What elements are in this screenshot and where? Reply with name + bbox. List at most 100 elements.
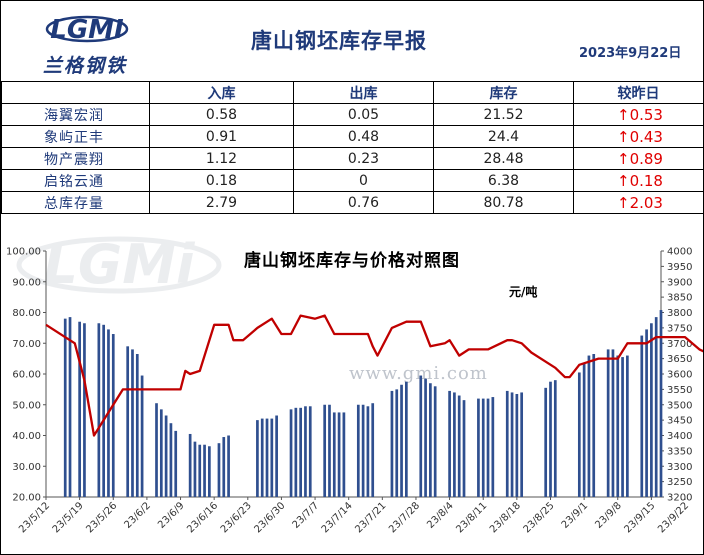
inventory-bar <box>256 420 259 497</box>
x-axis-tick-label: 23/8/4 <box>425 500 456 531</box>
x-axis-tick-label: 23/5/26 <box>84 500 119 535</box>
x-axis-tick-label: 23/7/28 <box>387 500 422 535</box>
stock-value: 28.48 <box>433 147 574 170</box>
watermark-text: LGMi <box>44 233 196 296</box>
left-axis-tick-label: 80.00 <box>12 308 41 319</box>
inventory-bar <box>193 441 197 497</box>
inbound-value: 2.79 <box>149 191 294 214</box>
inventory-bar <box>491 397 495 497</box>
inventory-bar <box>337 412 341 497</box>
change-value: ↑2.03 <box>573 191 704 214</box>
right-axis-tick-label: 3350 <box>667 446 692 457</box>
watermark-url: www.gmi.com <box>349 363 488 384</box>
inventory-bar <box>621 357 624 497</box>
inventory-bar <box>169 423 173 497</box>
stock-value: 21.52 <box>433 103 574 126</box>
inventory-bar <box>260 418 264 497</box>
x-axis-tick-label: 23/8/11 <box>454 500 489 535</box>
right-axis-tick-label: 3700 <box>667 339 692 350</box>
right-axis-tick-label: 3400 <box>667 431 692 442</box>
right-axis-tick-label: 3550 <box>667 385 692 396</box>
left-axis-tick-label: 70.00 <box>12 339 41 350</box>
inventory-bar <box>304 406 307 497</box>
left-axis-tick-label: 60.00 <box>12 370 41 381</box>
right-axis-tick-label: 3750 <box>667 323 692 334</box>
x-axis-tick-label: 23/9/1 <box>560 500 591 531</box>
x-axis-tick-label: 23/7/21 <box>353 500 388 535</box>
right-axis-tick-label: 3200 <box>667 493 692 504</box>
inventory-bar <box>654 317 658 497</box>
right-axis-tick-label: 3850 <box>667 293 692 304</box>
inbound-value: 1.12 <box>149 147 294 170</box>
inventory-bar <box>270 418 274 497</box>
right-axis-tick-label: 3600 <box>667 370 692 381</box>
inventory-bar <box>332 412 336 497</box>
inventory-bar <box>78 321 81 497</box>
column-header: 入库 <box>149 81 294 104</box>
outbound-value: 0.76 <box>293 191 434 214</box>
inventory-bar <box>405 381 408 497</box>
inbound-value: 0.58 <box>149 103 294 126</box>
inventory-bar <box>222 437 226 497</box>
inventory-bar <box>424 378 427 497</box>
inventory-bar <box>68 317 72 497</box>
report-date: 2023年9月22日 <box>579 46 682 61</box>
outbound-value: 0.05 <box>293 103 434 126</box>
inventory-bar <box>361 404 365 497</box>
right-axis-tick-label: 3450 <box>667 416 692 427</box>
right-axis-tick-label: 3950 <box>667 262 692 273</box>
inventory-bar <box>227 435 230 497</box>
inventory-bar <box>481 398 485 497</box>
inventory-bar <box>429 383 432 497</box>
warehouse-name: 象屿正丰 <box>1 125 150 148</box>
inventory-bar <box>203 444 206 497</box>
inventory-bar <box>645 329 648 497</box>
inventory-bar <box>611 349 615 497</box>
inventory-bar <box>515 393 519 497</box>
lgmi-logo-mark: LGMI <box>45 15 129 45</box>
inventory-bar <box>135 354 139 497</box>
x-axis-tick-label: 23/6/23 <box>219 500 254 535</box>
stock-value: 24.4 <box>433 125 574 148</box>
column-header: 库存 <box>433 81 574 104</box>
x-axis-tick-label: 23/5/12 <box>17 500 52 535</box>
inventory-bar <box>577 372 581 497</box>
inventory-bar <box>477 398 480 497</box>
inbound-value: 0.91 <box>149 125 294 148</box>
report-header: LGMI 兰格钢铁 唐山钢坯库存早报 2023年9月22日 <box>1 1 703 82</box>
inventory-bar <box>174 430 178 497</box>
inventory-bar <box>520 392 524 497</box>
left-axis-tick-label: 100.00 <box>6 247 41 258</box>
inventory-bar <box>390 390 394 497</box>
inventory-bar <box>208 446 211 497</box>
inventory-bar <box>486 398 490 497</box>
column-header: 出库 <box>293 81 434 104</box>
logo-chinese-name: 兰格钢铁 <box>43 55 128 77</box>
table-row: 启铭云通 0.18 0 6.38 ↑0.18 <box>1 169 704 192</box>
inventory-bar <box>549 381 552 497</box>
change-value: ↑0.18 <box>573 169 704 192</box>
inventory-bar <box>217 443 221 497</box>
x-axis-tick-label: 23/8/25 <box>522 500 557 535</box>
inventory-bar <box>419 375 423 497</box>
x-axis-tick-label: 23/7/14 <box>320 500 355 535</box>
inventory-bar <box>510 392 514 497</box>
column-header <box>1 81 150 104</box>
x-axis-tick-label: 23/8/18 <box>488 500 523 535</box>
outbound-value: 0.48 <box>293 125 434 148</box>
x-axis-tick-label: 23/6/9 <box>156 500 187 531</box>
left-axis-tick-label: 30.00 <box>12 462 41 473</box>
left-axis-tick-label: 40.00 <box>12 431 41 442</box>
inventory-bar <box>265 418 269 497</box>
stock-value: 6.38 <box>433 169 574 192</box>
inventory-bar <box>198 444 202 497</box>
inventory-bar <box>356 404 360 497</box>
warehouse-name: 海翼宏润 <box>1 103 150 126</box>
inventory-bar <box>155 403 158 497</box>
table-row: 象屿正丰 0.91 0.48 24.4 ↑0.43 <box>1 125 704 148</box>
inventory-bar <box>457 395 461 497</box>
inventory-bar <box>63 318 67 497</box>
inventory-bar <box>294 407 298 497</box>
inventory-bar <box>505 390 509 497</box>
